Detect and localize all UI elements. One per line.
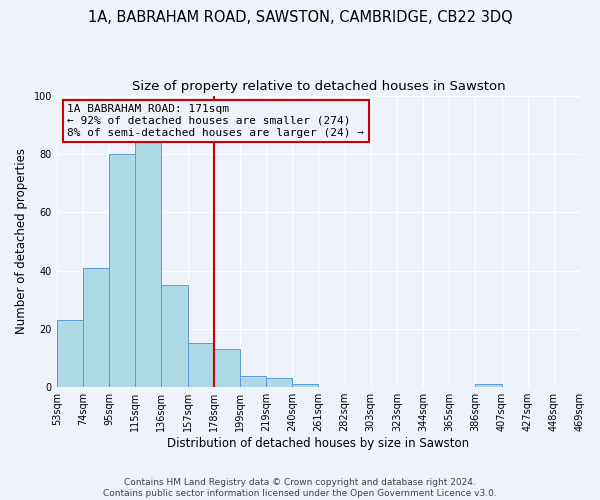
Bar	[83, 268, 109, 387]
Y-axis label: Number of detached properties: Number of detached properties	[15, 148, 28, 334]
Title: Size of property relative to detached houses in Sawston: Size of property relative to detached ho…	[131, 80, 505, 93]
Bar	[240, 376, 266, 387]
Bar	[109, 154, 135, 387]
Bar	[475, 384, 502, 387]
Bar	[135, 142, 161, 387]
Bar	[292, 384, 319, 387]
X-axis label: Distribution of detached houses by size in Sawston: Distribution of detached houses by size …	[167, 437, 469, 450]
Bar	[188, 344, 214, 387]
Bar	[266, 378, 292, 387]
Bar	[214, 350, 240, 387]
Text: 1A, BABRAHAM ROAD, SAWSTON, CAMBRIDGE, CB22 3DQ: 1A, BABRAHAM ROAD, SAWSTON, CAMBRIDGE, C…	[88, 10, 512, 25]
Text: Contains HM Land Registry data © Crown copyright and database right 2024.
Contai: Contains HM Land Registry data © Crown c…	[103, 478, 497, 498]
Bar	[161, 285, 188, 387]
Text: 1A BABRAHAM ROAD: 171sqm
← 92% of detached houses are smaller (274)
8% of semi-d: 1A BABRAHAM ROAD: 171sqm ← 92% of detach…	[67, 104, 364, 138]
Bar	[57, 320, 83, 387]
